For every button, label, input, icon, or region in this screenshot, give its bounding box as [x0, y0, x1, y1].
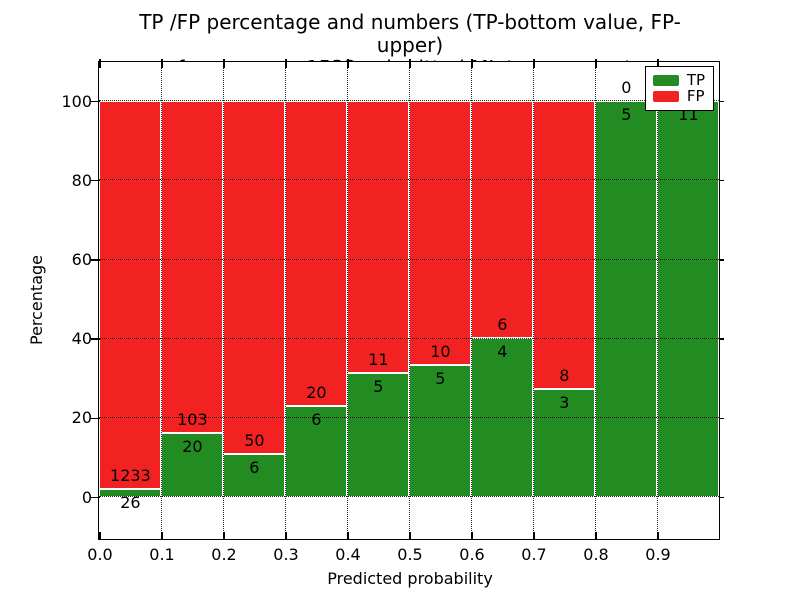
y-tick-mark-left: [91, 496, 100, 499]
x-tick-label: 0.2: [211, 545, 237, 564]
bar-fp-segment: [533, 100, 596, 389]
y-tick-mark-right: [719, 259, 724, 261]
x-tick-mark-bottom: [471, 531, 473, 539]
y-tick-mark-left: [91, 338, 100, 340]
x-tick-mark-bottom: [533, 531, 535, 539]
gridline-x-0.5: [408, 62, 410, 540]
tp-count-label: 20: [182, 436, 203, 456]
y-tick-label: 60: [71, 249, 92, 269]
tp-count-label: 5: [373, 377, 384, 397]
x-tick-mark-top: [471, 59, 473, 68]
y-tick-label: 100: [61, 91, 92, 111]
bar-fp-segment: [347, 100, 410, 374]
bar-fp-segment: [99, 100, 162, 489]
x-tick-label: 0.0: [87, 545, 113, 564]
fp-count-label: 6: [497, 315, 508, 335]
x-tick-mark-top: [533, 59, 535, 68]
fp-count-label: 1233: [110, 465, 151, 485]
x-tick-mark-bottom: [409, 531, 411, 539]
gridline-x-0.4: [346, 62, 348, 540]
x-tick-label: 0.5: [397, 545, 423, 564]
fp-count-label: 0: [621, 77, 632, 97]
x-tick-label: 0.7: [521, 545, 547, 564]
y-tick-mark-right: [719, 417, 724, 420]
x-tick-mark-bottom: [99, 531, 101, 539]
legend-item-tp: TP: [652, 71, 706, 90]
y-tick-mark-right: [719, 338, 724, 340]
plot-inner: TP FP 12332610320506206115105648305011: [99, 62, 720, 540]
x-tick-mark-bottom: [657, 531, 659, 539]
y-tick-label: 40: [71, 329, 92, 349]
x-tick-mark-top: [161, 59, 163, 68]
bar-fp-segment: [285, 100, 348, 406]
x-tick-mark-bottom: [223, 531, 225, 539]
bar-tp-segment: [595, 100, 658, 497]
gridline-x-0.8: [594, 62, 596, 540]
x-tick-mark-top: [285, 59, 287, 68]
x-tick-label: 0.9: [645, 545, 671, 564]
fp-count-label: 10: [430, 341, 451, 361]
legend-label-fp: FP: [686, 87, 705, 106]
gridline-x-0.6: [470, 62, 472, 540]
bar-fp-segment: [223, 100, 286, 455]
x-tick-mark-top: [409, 59, 411, 68]
y-tick-mark-right: [719, 179, 724, 182]
gridline-x-0.9: [656, 62, 658, 540]
tp-count-label: 4: [497, 342, 508, 362]
x-tick-label: 0.1: [149, 545, 175, 564]
legend-item-fp: FP: [652, 87, 706, 106]
x-axis-label: Predicted probability: [327, 569, 493, 588]
tp-count-label: 6: [311, 409, 322, 429]
y-tick-label: 20: [71, 408, 92, 428]
fp-count-label: 8: [559, 365, 570, 385]
tp-count-label: 5: [435, 368, 446, 388]
fp-count-label: 20: [306, 382, 327, 402]
legend-label-tp: TP: [686, 71, 706, 90]
bar-fp-segment: [409, 100, 472, 365]
y-tick-mark-left: [91, 259, 100, 261]
legend: TP FP: [644, 66, 714, 112]
gridline-x-0.1: [160, 62, 162, 540]
x-tick-mark-top: [657, 59, 659, 68]
x-tick-mark-bottom: [161, 531, 163, 539]
fp-count-label: 50: [244, 431, 265, 451]
tp-swatch: [652, 75, 679, 87]
x-tick-label: 0.3: [273, 545, 299, 564]
tp-count-label: 26: [120, 492, 141, 512]
y-tick-mark-left: [91, 417, 100, 420]
y-tick-mark-right: [719, 496, 724, 499]
gridline-x-0.7: [532, 62, 534, 540]
x-tick-mark-top: [223, 59, 225, 68]
plot-area: TP FP 12332610320506206115105648305011: [98, 61, 721, 541]
y-tick-mark-right: [719, 100, 724, 103]
bar-fp-segment: [161, 100, 224, 433]
tp-count-label: 5: [621, 104, 632, 124]
tp-count-label: 6: [249, 458, 260, 478]
x-tick-mark-top: [99, 59, 101, 68]
x-tick-label: 0.6: [459, 545, 485, 564]
x-tick-mark-top: [595, 59, 597, 68]
x-tick-mark-bottom: [285, 531, 287, 539]
x-tick-mark-bottom: [347, 531, 349, 539]
x-tick-mark-bottom: [595, 531, 597, 539]
x-tick-label: 0.4: [335, 545, 361, 564]
fp-count-label: 11: [368, 350, 389, 370]
y-tick-label: 0: [81, 487, 92, 507]
bar-fp-segment: [471, 100, 534, 339]
y-tick-mark-left: [91, 179, 100, 182]
bar-tp-segment: [657, 100, 720, 497]
gridline-x-0.3: [284, 62, 286, 540]
y-tick-label: 80: [71, 170, 92, 190]
y-tick-mark-left: [91, 100, 100, 103]
chart-title-line1: TP /FP percentage and numbers (TP-bottom…: [139, 10, 681, 57]
gridline-x-0.2: [222, 62, 224, 540]
x-tick-mark-top: [347, 59, 349, 68]
fp-swatch: [652, 91, 679, 103]
x-tick-label: 0.8: [583, 545, 609, 564]
tp-count-label: 3: [559, 392, 570, 412]
fp-count-label: 103: [177, 409, 208, 429]
bar-tp-segment: [533, 388, 596, 497]
